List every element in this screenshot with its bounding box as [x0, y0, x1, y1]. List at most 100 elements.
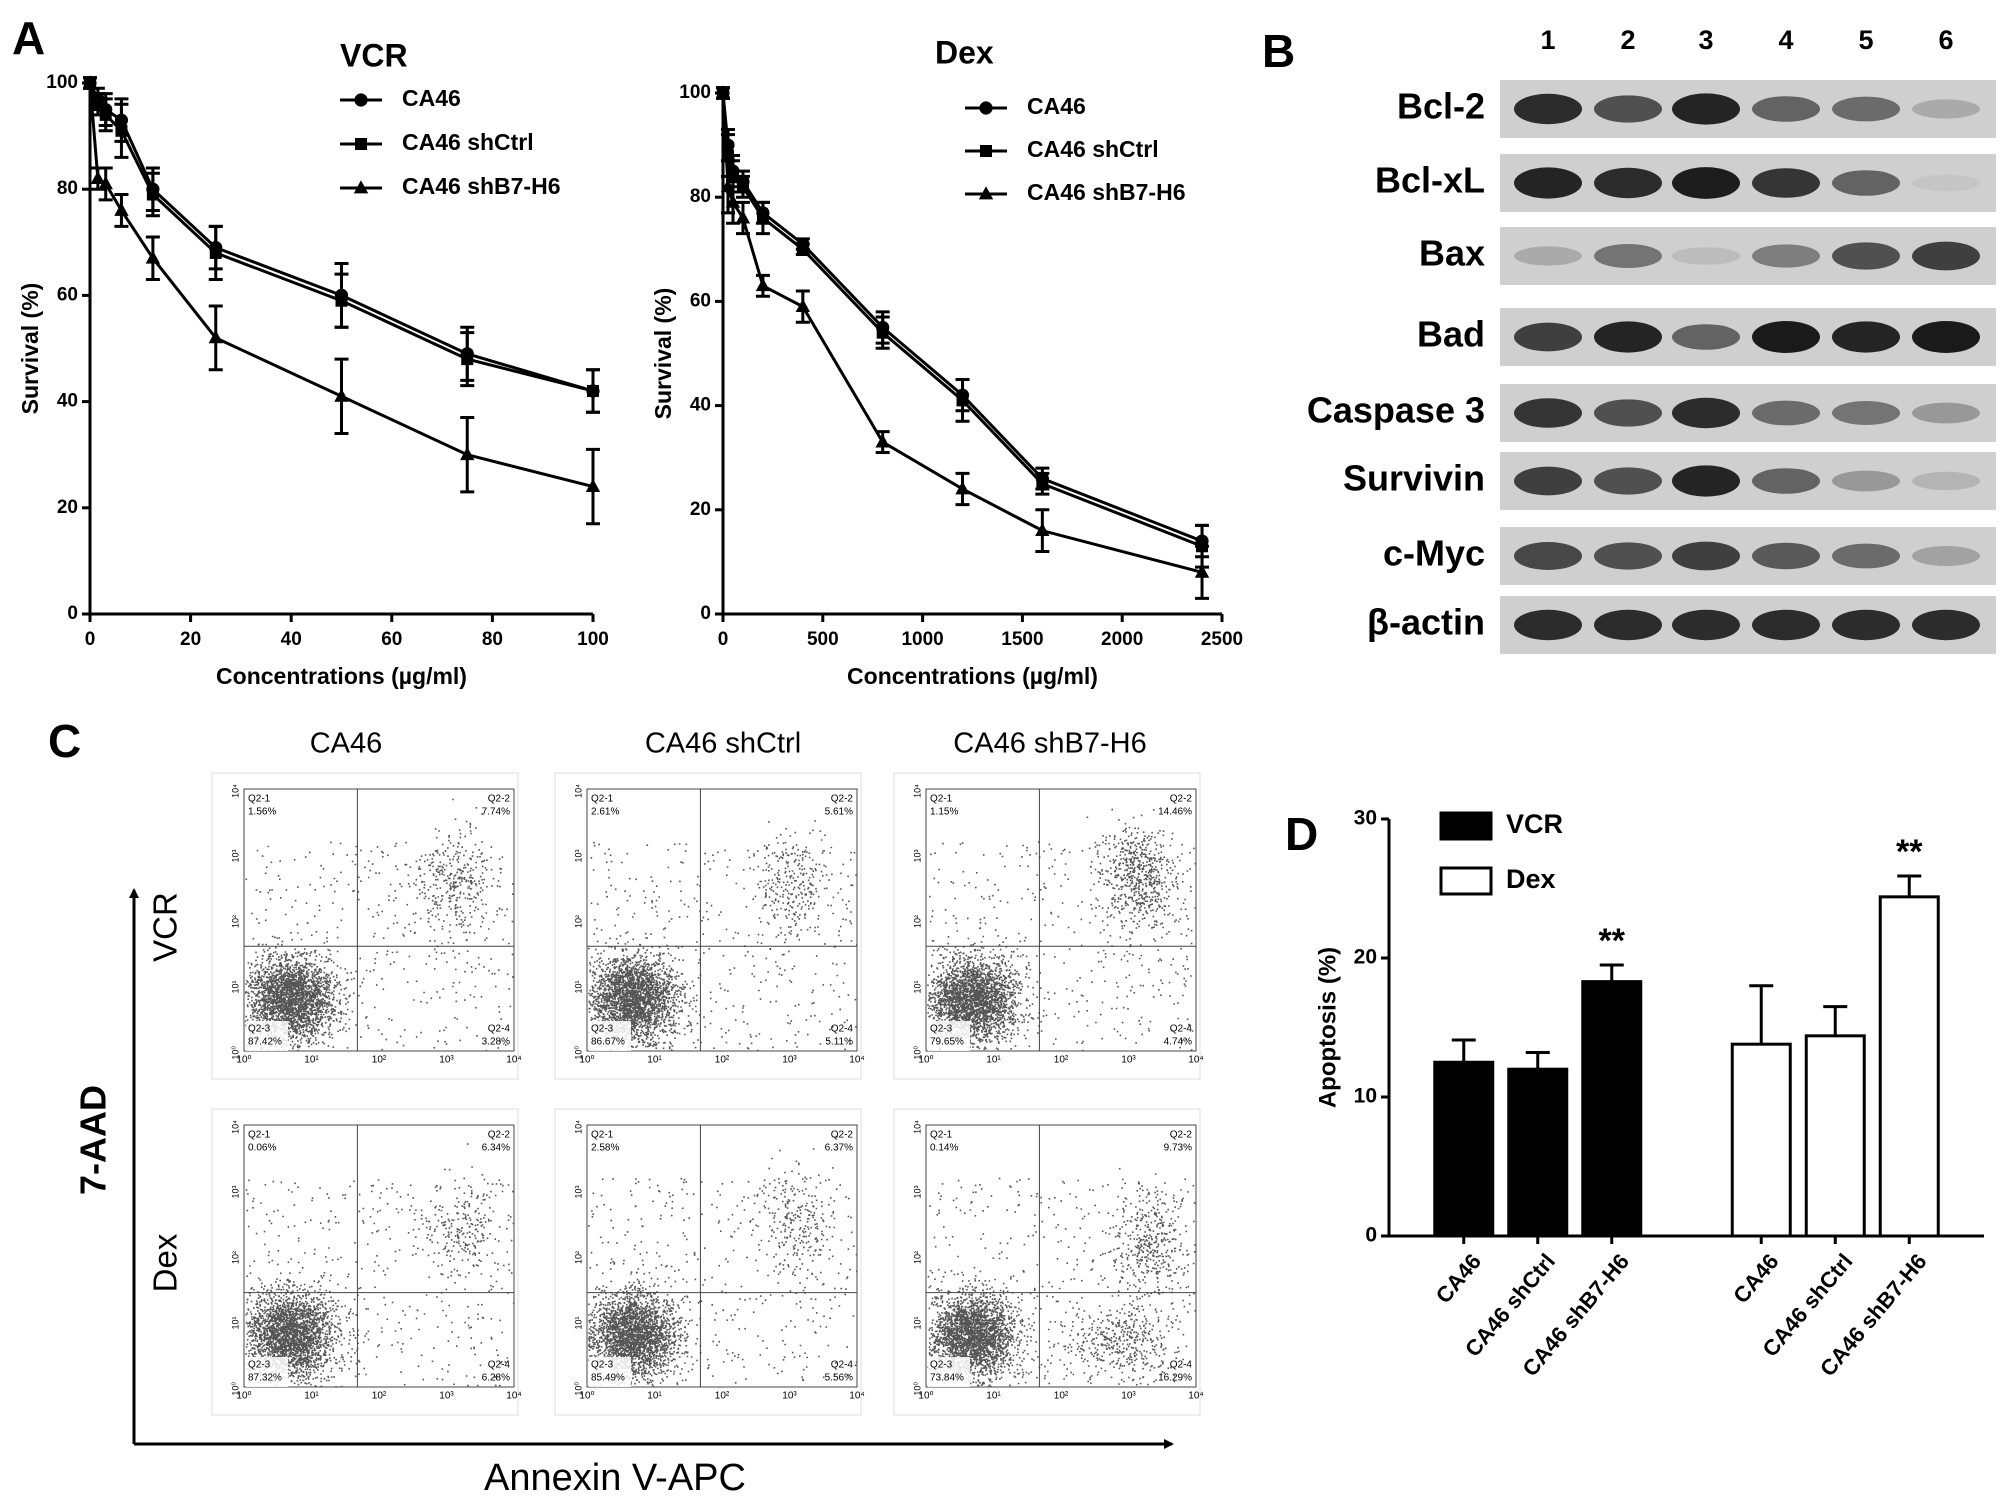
y-tick-label: 10¹ — [230, 981, 240, 994]
blot-band — [1594, 321, 1662, 353]
y-tick-label: 10² — [230, 915, 240, 928]
y-tick-label: 10⁴ — [912, 784, 922, 798]
x-axis-label: Concentrations (µg/ml) — [216, 663, 467, 689]
plot-frame — [893, 1108, 1201, 1416]
blot-band — [1672, 465, 1740, 497]
quadrant-percent: 73.84% — [930, 1373, 964, 1384]
y-tick-label: 10⁰ — [573, 1382, 583, 1396]
blot-strip — [1500, 384, 1996, 442]
x-tick-label: 10¹ — [304, 1055, 319, 1066]
y-tick-label: 10⁴ — [573, 1120, 583, 1134]
x-tick-label: 10² — [1054, 1391, 1069, 1402]
blot-strip — [1500, 527, 1996, 585]
data-point — [460, 446, 475, 461]
quadrant-box — [589, 1021, 631, 1051]
y-tick-label: 10³ — [912, 850, 922, 863]
blot-band — [1752, 468, 1820, 494]
y-tick-label: 10² — [573, 1251, 583, 1264]
data-point — [726, 170, 739, 183]
x-tick-label: 10⁴ — [1188, 1055, 1203, 1066]
x-tick-label: CA46 — [1728, 1249, 1783, 1308]
x-tick-label: 10³ — [1121, 1391, 1136, 1402]
blot-band — [1832, 170, 1900, 196]
blot-band — [1912, 241, 1980, 271]
protein-label: Bax — [1419, 233, 1485, 274]
blot-band — [1832, 609, 1900, 641]
data-point — [1194, 564, 1210, 578]
quadrant-name: Q2-1 — [930, 1130, 953, 1141]
x-tick-label: 2500 — [1201, 629, 1243, 650]
chart-title: VCR — [340, 37, 408, 73]
data-point — [334, 388, 349, 402]
quadrant-box — [928, 1021, 970, 1051]
x-tick-label: 0 — [718, 629, 729, 650]
series-line — [721, 92, 1203, 548]
data-point — [82, 75, 98, 89]
data-point — [91, 98, 104, 111]
blot-band — [1912, 174, 1980, 192]
event-dots — [588, 1136, 858, 1388]
quadrant-box — [589, 1357, 631, 1387]
legend-marker — [353, 180, 369, 194]
plot-frame — [893, 772, 1201, 1080]
legend-marker — [978, 186, 994, 200]
blot-band — [1832, 470, 1900, 492]
blot-band — [1672, 167, 1740, 199]
x-tick-label: 10³ — [782, 1055, 797, 1066]
quadrant-name: Q2-2 — [488, 1130, 511, 1141]
x-tick-label: 10⁴ — [506, 1391, 521, 1402]
chart-title: Dex — [935, 34, 994, 70]
y-tick-label: 10² — [912, 915, 922, 928]
quadrant-box — [928, 1357, 970, 1387]
data-point — [90, 170, 106, 184]
quadrant-percent: 7.74% — [482, 807, 510, 818]
quadrant-percent: 2.61% — [591, 807, 619, 818]
data-point — [115, 124, 128, 137]
quadrant-percent: 9.73% — [1164, 1143, 1192, 1154]
blot-band — [1912, 402, 1980, 424]
quadrant-name: Q2-2 — [831, 1130, 854, 1141]
legend-marker — [980, 145, 992, 157]
data-point — [585, 478, 601, 492]
x-tick-label: 10³ — [439, 1391, 454, 1402]
quadrant-percent: 5.11% — [825, 1037, 853, 1048]
quadrant-name: Q2-4 — [1170, 1024, 1193, 1035]
quadrant-name: Q2-3 — [591, 1024, 614, 1035]
y-tick-label: 10⁴ — [912, 1120, 922, 1134]
flow-y-label: 7-AAD — [73, 1085, 114, 1195]
legend-swatch — [1439, 866, 1493, 896]
blot-band — [1594, 399, 1662, 427]
blot-band — [1514, 93, 1582, 125]
plot-frame — [211, 1108, 519, 1416]
blot-band — [1514, 246, 1582, 266]
lane-number: 4 — [1778, 25, 1793, 55]
error-bar — [1525, 1051, 1550, 1070]
legend-label: CA46 shB7-H6 — [402, 173, 561, 199]
blot-band — [1912, 321, 1980, 353]
quadrant-percent: 4.74% — [1164, 1037, 1192, 1048]
blot-band — [1594, 167, 1662, 199]
blot-band — [1752, 542, 1820, 570]
blot-band — [1514, 609, 1582, 641]
blot-band — [1912, 471, 1980, 491]
panel-label: C — [48, 715, 81, 767]
y-tick-label: 60 — [57, 284, 78, 305]
blot-band — [1594, 542, 1662, 570]
panel-label: B — [1262, 25, 1295, 77]
plot-area — [925, 1124, 1197, 1388]
blot-band — [1514, 542, 1582, 570]
quadrant-percent: 1.56% — [248, 807, 276, 818]
quadrant-name: Q2-1 — [591, 1130, 614, 1141]
event-dots — [927, 1167, 1196, 1388]
data-point — [875, 434, 890, 448]
y-tick-label: 0 — [700, 603, 711, 624]
data-point — [796, 243, 809, 256]
y-tick-label: 40 — [57, 391, 78, 412]
x-tick-label: 10⁰ — [236, 1055, 251, 1066]
data-point — [145, 250, 161, 264]
data-point — [335, 294, 348, 307]
x-tick-label: 10² — [1054, 1055, 1069, 1066]
y-tick-label: 0 — [67, 603, 78, 624]
legend-label: VCR — [1506, 809, 1563, 839]
x-tick-label: 10¹ — [304, 1391, 319, 1402]
